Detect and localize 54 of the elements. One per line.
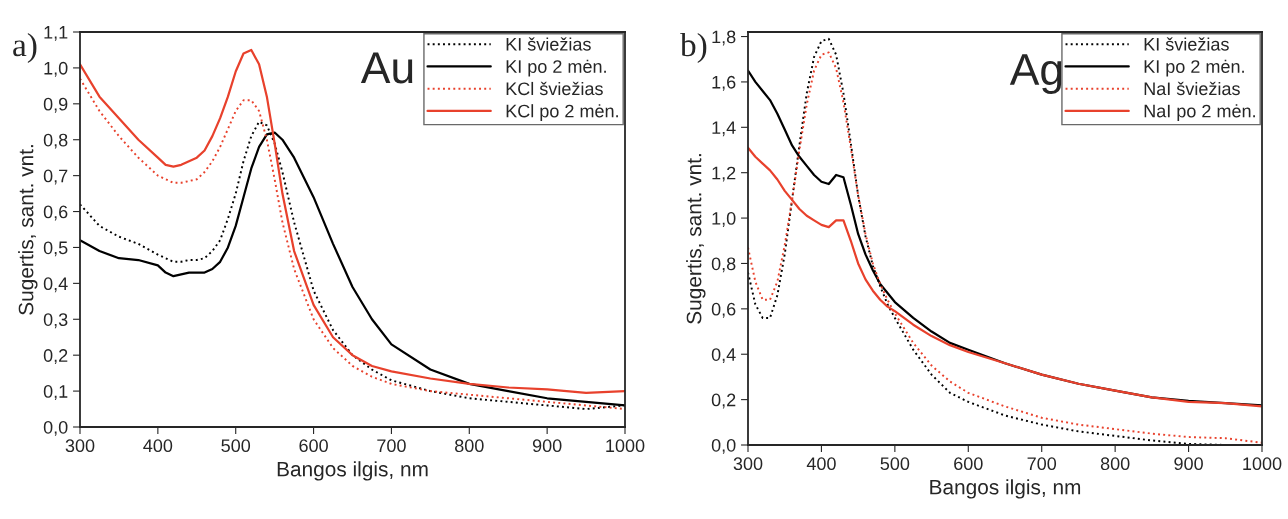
x-tick-label: 900: [532, 439, 562, 453]
y-tick-label: 1,4: [712, 121, 736, 137]
y-tick-label: 0,6: [711, 302, 736, 318]
x-tick-label: 400: [143, 439, 173, 453]
x-tick-label: 1000: [1243, 457, 1282, 471]
y-tick-label: 0,8: [43, 133, 68, 149]
x-tick-label: 800: [1100, 457, 1130, 471]
y-axis-title: Sugertis, sant. vnt.: [686, 154, 706, 324]
y-tick-label: 1,2: [712, 166, 736, 182]
legend-label: KI šviežias: [1144, 37, 1229, 51]
y-tick-label: 0,2: [711, 393, 736, 409]
y-tick-label: 0,8: [711, 257, 736, 273]
y-tick-label: 1,8: [712, 30, 736, 46]
x-tick-label: 500: [880, 457, 910, 471]
y-tick-label: 0,4: [711, 348, 736, 364]
annotation: Au: [360, 52, 413, 84]
text: a): [13, 32, 37, 64]
x-axis-title: Bangos ilgis, nm: [277, 461, 428, 481]
x-tick-label: 1000: [606, 439, 645, 453]
legend-label: KCl šviežias: [506, 81, 603, 96]
x-tick-label: 700: [377, 439, 406, 453]
y-tick-label: 0,3: [43, 313, 68, 329]
y-tick-label: 0,0: [43, 420, 68, 436]
y-tick-label: 0,4: [43, 277, 68, 293]
y-tick-label: 1,0: [44, 61, 68, 77]
legend-label: NaI po 2 mėn.: [1144, 104, 1255, 121]
y-axis-title: Sugertis, sant. vnt.: [18, 145, 38, 315]
x-tick-label: 800: [455, 439, 484, 453]
legend-label: KI po 2 mėn.: [506, 59, 606, 77]
text: b): [680, 32, 707, 64]
legend-label: KCl po 2 mėn.: [506, 104, 618, 121]
annotation: Ag: [1009, 54, 1062, 95]
x-tick-label: 300: [733, 457, 763, 471]
x-tick-label: 500: [221, 439, 251, 453]
legend-label: KI šviežias: [506, 37, 591, 51]
y-tick-label: 1,0: [712, 212, 736, 227]
legend-label: NaI šviežias: [1144, 81, 1240, 96]
x-tick-label: 700: [1027, 457, 1057, 471]
y-tick-label: 0,5: [43, 241, 68, 257]
y-tick-label: 0,7: [43, 169, 68, 185]
legend-label: KI po 2 mėn.: [1144, 59, 1244, 77]
x-tick-label: 300: [65, 439, 95, 453]
y-tick-label: 0,1: [43, 385, 68, 400]
y-tick-label: 0,9: [43, 97, 68, 113]
y-tick-label: 0,0: [711, 438, 736, 454]
x-axis-title: Bangos ilgis, nm: [930, 479, 1081, 499]
y-tick-label: 0,6: [43, 205, 68, 221]
y-tick-label: 0,2: [43, 349, 68, 365]
x-tick-label: 400: [806, 457, 836, 471]
x-tick-label: 900: [1174, 457, 1203, 471]
x-tick-label: 600: [299, 439, 328, 453]
y-tick-label: 1,6: [712, 75, 736, 91]
x-tick-label: 600: [954, 457, 983, 471]
y-tick-label: 1,1: [44, 26, 68, 41]
